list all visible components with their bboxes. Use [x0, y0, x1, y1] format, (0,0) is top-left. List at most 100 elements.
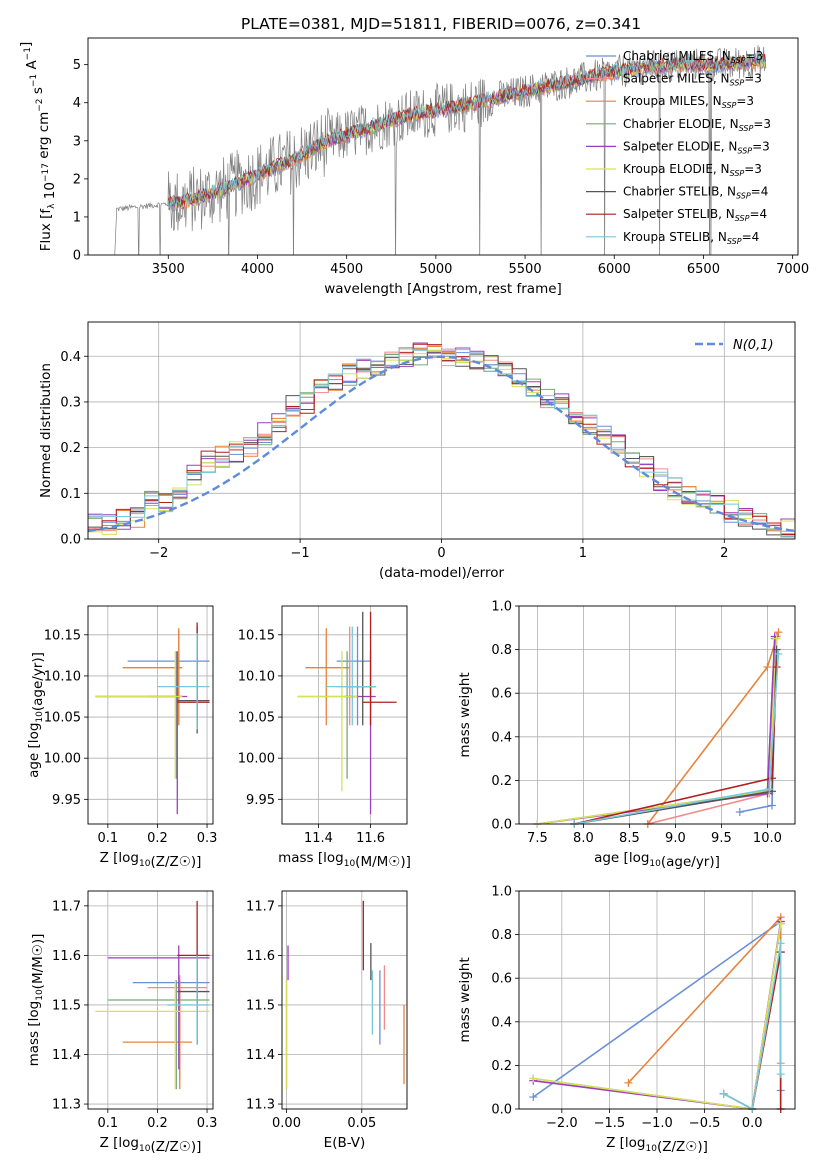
- x-tick-label: 0.0: [742, 1116, 763, 1131]
- y-tick-label: 0.0: [60, 533, 81, 548]
- y-tick-label: 11.3: [52, 1098, 81, 1113]
- y-tick-label: 0.6: [491, 972, 512, 987]
- weight-line-salpeter_miles: [647, 636, 778, 825]
- y-axis-label: mass [log10(M/M☉)]: [26, 934, 46, 1067]
- errorbar-group: [297, 611, 397, 815]
- x-tick-label: −1.0: [641, 1116, 673, 1131]
- y-tick-label: 11.6: [246, 949, 275, 964]
- y-axis-label: mass weight: [457, 672, 473, 757]
- x-tick-label: 2: [720, 546, 728, 561]
- y-tick-label: 0.6: [491, 687, 512, 702]
- y-tick-label: 0.2: [491, 774, 512, 789]
- age_vs_mass-panel: 11.4 11.6 9.95 10.00 10.05 10.10 10.15 mass [lo…: [238, 605, 411, 870]
- gaussian-curve: [87, 355, 796, 533]
- x-tick-label: 1: [579, 546, 587, 561]
- y-tick-label: 0.0: [491, 1103, 512, 1118]
- x-axis-label: age [log10(age/yr)]: [594, 850, 720, 870]
- spectrum-panel: 3500 4000 4500 5000 5500 6000 6500 7000 0 1 2 3 4 5 wa…: [18, 37, 809, 297]
- model-spectrum-salpeter_stelib: [167, 53, 766, 206]
- y-tick-label: 0.1: [60, 487, 81, 502]
- legend-label-chabrier_stelib: Chabrier STELIB, NSSP=4: [623, 185, 768, 201]
- x-tick-label: 0.2: [147, 831, 168, 846]
- y-tick-label: 0.8: [491, 928, 512, 943]
- y-axis-label: Normed distribution: [38, 363, 54, 498]
- axes-frame: [87, 321, 796, 540]
- x-tick-label: 0.3: [197, 1116, 218, 1131]
- x-tick-label: 0.1: [97, 831, 118, 846]
- x-axis-label: (data-model)/error: [379, 565, 505, 581]
- x-axis-label: wavelength [Angstrom, rest frame]: [324, 281, 562, 297]
- y-tick-label: 10.10: [44, 669, 81, 684]
- axes-frame: [87, 890, 214, 1110]
- y-tick-label: 0.4: [491, 1015, 512, 1030]
- x-axis-label: Z [log10(Z/Z☉)]: [606, 1135, 708, 1155]
- weight-line-kroupa_stelib: [723, 943, 782, 1111]
- y-tick-label: 5: [73, 58, 81, 73]
- x-tick-label: 8.0: [573, 831, 594, 846]
- y-tick-label: 1: [73, 210, 81, 225]
- weight_vs_age-panel: 7.5 8.0 8.5 9.0 9.5 10.0 0.0 0.2 0.4 0.6 0.8 1.0 age…: [457, 600, 796, 870]
- model-spectrum-chabrier_stelib: [167, 53, 766, 209]
- legend-label-chabrier_miles: Chabrier MILES, NSSP=3: [623, 49, 763, 65]
- y-tick-label: 11.5: [246, 998, 275, 1013]
- x-tick-label: −1.5: [594, 1116, 626, 1131]
- legend-label-chabrier_elodie: Chabrier ELODIE, NSSP=3: [623, 117, 771, 133]
- x-tick-label: 0.3: [197, 831, 218, 846]
- residuals-panel: −2 −1 0 1 2 0.0 0.1 0.2 0.3 0.4 (data-model)/error…: [38, 321, 796, 581]
- y-tick-label: 11.5: [52, 998, 81, 1013]
- x-axis-label: Z [log10(Z/Z☉)]: [100, 850, 202, 870]
- axes-frame: [87, 605, 214, 825]
- y-axis-label: age [log10(age/yr)]: [26, 652, 46, 778]
- y-tick-label: 10.15: [238, 628, 275, 643]
- x-tick-label: −2.0: [546, 1116, 578, 1131]
- x-tick-label: 5500: [509, 262, 542, 277]
- errorbar-group: [285, 900, 405, 1090]
- x-tick-label: −0.5: [689, 1116, 721, 1131]
- y-tick-label: 9.95: [246, 793, 275, 808]
- x-tick-label: −1: [291, 546, 310, 561]
- x-tick-label: 4500: [330, 262, 363, 277]
- x-tick-label: 11.4: [304, 831, 333, 846]
- y-tick-label: 0.4: [60, 350, 81, 365]
- legend-label-salpeter_elodie: Salpeter ELODIE, NSSP=3: [623, 139, 770, 155]
- x-axis-label: Z [log10(Z/Z☉)]: [100, 1135, 202, 1155]
- x-tick-label: 3500: [152, 262, 185, 277]
- y-axis-label: mass weight: [457, 957, 473, 1042]
- axes-frame: [281, 890, 408, 1110]
- y-tick-label: 0.3: [60, 395, 81, 410]
- x-tick-label: 6000: [598, 262, 631, 277]
- axes-frame: [518, 890, 796, 1110]
- x-tick-label: 7000: [776, 262, 809, 277]
- y-tick-label: 11.4: [246, 1048, 275, 1063]
- y-tick-label: 9.95: [52, 793, 81, 808]
- y-tick-label: 10.00: [238, 752, 275, 767]
- y-axis-label: Flux [fλ 10−17 erg cm−2 s−1 A−1]: [18, 42, 58, 252]
- y-tick-label: 0.2: [491, 1059, 512, 1074]
- legend-label-kroupa_elodie: Kroupa ELODIE, NSSP=3: [623, 162, 762, 178]
- mass_vs_Z-panel: 0.1 0.2 0.3 11.3 11.4 11.5 11.6 11.7 Z [log10(Z/…: [26, 890, 218, 1155]
- figure-title: PLATE=0381, MJD=51811, FIBERID=0076, z=0…: [241, 15, 641, 33]
- y-tick-label: 0.0: [491, 818, 512, 833]
- x-tick-label: 4000: [241, 262, 274, 277]
- x-tick-label: 11.6: [356, 831, 385, 846]
- x-tick-label: 0.2: [147, 1116, 168, 1131]
- y-tick-label: 0.2: [60, 441, 81, 456]
- x-tick-label: 6500: [687, 262, 720, 277]
- x-tick-label: 10.0: [753, 831, 782, 846]
- x-tick-label: 0: [437, 546, 445, 561]
- x-tick-label: −2: [149, 546, 168, 561]
- x-tick-label: 0.00: [272, 1116, 301, 1131]
- errorbar-group: [95, 622, 210, 815]
- model-spectrum-kroupa_stelib: [167, 52, 766, 209]
- x-tick-label: 8.5: [619, 831, 640, 846]
- y-tick-label: 11.7: [246, 899, 275, 914]
- legend-label-gauss: N(0,1): [733, 338, 774, 353]
- legend-label-salpeter_stelib: Salpeter STELIB, NSSP=4: [623, 207, 767, 223]
- x-axis-label: E(B-V): [324, 1135, 366, 1151]
- x-tick-label: 7.5: [527, 831, 548, 846]
- y-tick-label: 10.00: [44, 752, 81, 767]
- axes-frame: [87, 37, 799, 256]
- x-axis-label: mass [log10(M/M☉)]: [278, 850, 411, 870]
- x-tick-label: 0.1: [97, 1116, 118, 1131]
